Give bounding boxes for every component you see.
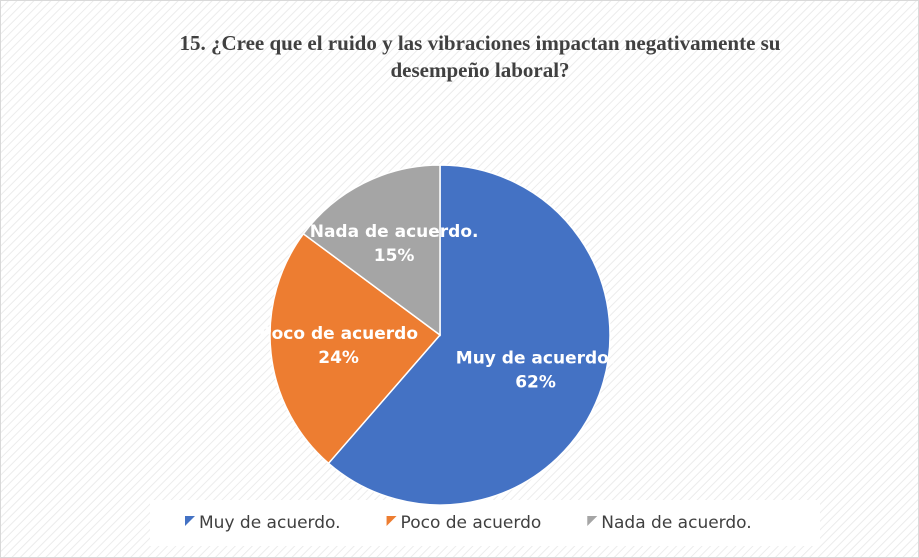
legend-label: Poco de acuerdo — [401, 513, 542, 533]
legend-swatch — [587, 516, 598, 526]
data-label-name: Muy de acuerdo. — [456, 349, 616, 369]
legend-label: Muy de acuerdo. — [199, 513, 341, 533]
data-label-value: 15% — [374, 246, 415, 266]
chart-title: 15. ¿Cree que el ruido y las vibraciones… — [179, 31, 781, 82]
legend-box — [150, 500, 820, 546]
data-label-name: Poco de acuerdo — [259, 324, 418, 344]
pie-slice — [327, 164, 611, 506]
legend-swatch — [185, 516, 195, 526]
legend-label: Nada de acuerdo. — [601, 513, 751, 533]
legend-swatch — [386, 516, 397, 526]
data-label-value: 62% — [515, 373, 556, 393]
data-label-value: 24% — [318, 348, 359, 368]
pie-slice — [302, 164, 441, 337]
pie-slice — [269, 232, 442, 465]
data-label-name: Nada de acuerdo. — [310, 222, 479, 242]
